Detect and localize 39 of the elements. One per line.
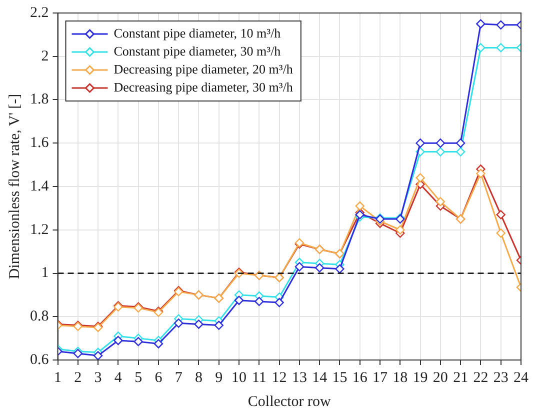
- x-tick-label: 8: [194, 370, 202, 386]
- y-tick-label: 1.6: [30, 135, 50, 152]
- x-tick-label: 22: [473, 370, 488, 386]
- x-tick-label: 10: [232, 370, 247, 386]
- y-tick-label: 0.6: [30, 352, 50, 368]
- legend-label: Decreasing pipe diameter, 20 m³/h: [114, 61, 294, 76]
- x-tick-label: 15: [332, 370, 348, 386]
- x-tick-label: 7: [174, 370, 183, 386]
- legend-label: Constant pipe diameter, 10 m³/h: [114, 25, 282, 40]
- x-tick-label: 4: [114, 370, 122, 386]
- y-tick-label: 0.8: [30, 308, 49, 325]
- x-tick-label: 21: [453, 370, 468, 386]
- y-tick-label: 1.4: [30, 178, 50, 194]
- x-tick-label: 1: [54, 370, 62, 386]
- y-tick-label: 1.8: [30, 92, 49, 108]
- x-tick-label: 2: [74, 370, 82, 386]
- x-tick-label: 6: [154, 370, 163, 386]
- x-tick-label: 14: [312, 370, 328, 386]
- y-tick-label: 2.2: [30, 4, 49, 21]
- x-tick-label: 23: [493, 370, 508, 386]
- legend-label: Decreasing pipe diameter, 30 m³/h: [114, 79, 294, 94]
- x-tick-label: 19: [412, 370, 428, 386]
- x-tick-label: 9: [215, 370, 223, 386]
- x-tick-label: 16: [352, 370, 368, 386]
- x-tick-label: 11: [252, 370, 266, 386]
- x-tick-label: 18: [392, 370, 408, 386]
- y-tick-label: 1: [41, 265, 49, 282]
- x-axis-title: Collector row: [248, 394, 331, 410]
- x-tick-label: 13: [292, 370, 307, 386]
- y-axis-title: Dimensionless flow rate, V' [-]: [6, 94, 23, 280]
- legend-label: Constant pipe diameter, 30 m³/h: [114, 43, 282, 58]
- y-tick-label: 2: [41, 48, 49, 64]
- y-tick-label: 1.2: [30, 222, 49, 238]
- x-tick-label: 24: [514, 370, 529, 386]
- x-tick-label: 20: [432, 370, 448, 386]
- x-tick-label: 5: [134, 370, 142, 386]
- x-tick-label: 17: [372, 370, 388, 386]
- x-tick-label: 12: [272, 370, 287, 386]
- x-tick-label: 3: [94, 370, 102, 386]
